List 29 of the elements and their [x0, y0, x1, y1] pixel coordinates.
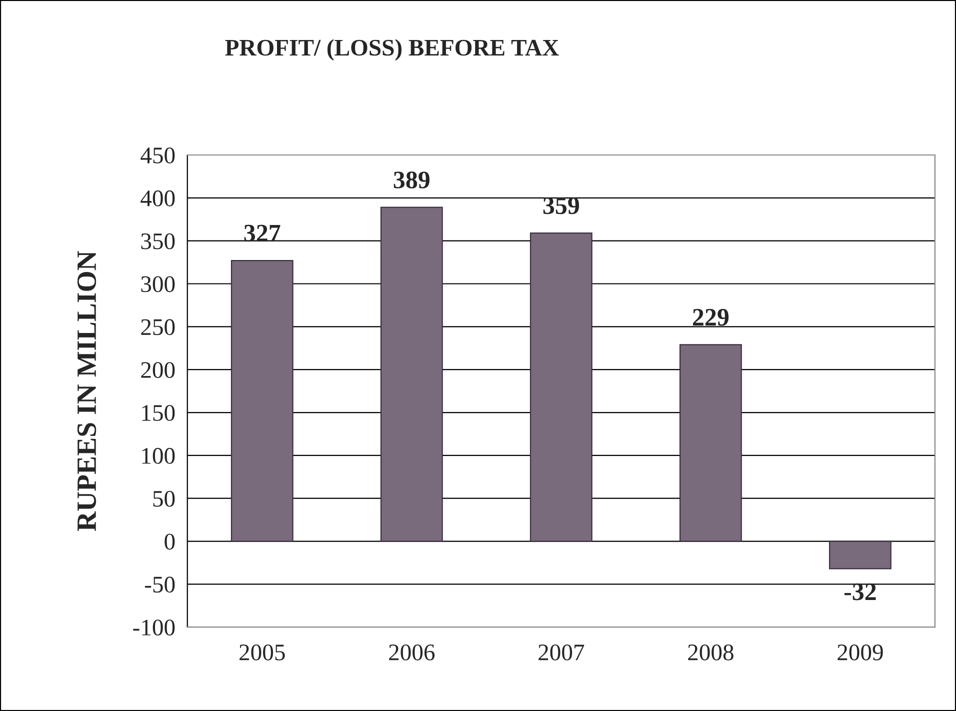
bar	[829, 540, 892, 570]
y-tick-label: -50	[144, 576, 175, 593]
data-label: 229	[692, 308, 729, 326]
bar	[679, 344, 742, 542]
y-tick-label: 350	[141, 233, 175, 250]
x-tick-label: 2009	[838, 644, 883, 660]
bar	[380, 206, 443, 542]
y-tick-label: 50	[153, 490, 175, 507]
y-tick-label: 100	[142, 448, 175, 464]
data-label: 327	[244, 224, 280, 242]
y-tick-label: 0	[164, 534, 175, 550]
bar	[230, 260, 294, 542]
y-axis-title: RUPEES IN MILLION	[77, 250, 96, 532]
y-tick-label: 200	[141, 362, 175, 378]
data-label: 389	[394, 172, 430, 188]
chart-title: PROFIT/ (LOSS) BEFORE TAX	[225, 39, 559, 60]
y-tick-label: 300	[141, 276, 175, 292]
x-tick-label: 2006	[389, 644, 435, 660]
bar	[530, 232, 592, 542]
x-tick-label: 2005	[240, 644, 285, 660]
data-label: -32	[844, 583, 876, 600]
y-tick-label: -100	[133, 620, 175, 636]
y-tick-label: 400	[140, 190, 175, 206]
data-label: 359	[543, 197, 580, 214]
y-tick-label: 150	[142, 405, 175, 421]
x-tick-label: 2008	[688, 644, 734, 660]
x-tick-label: 2007	[538, 644, 584, 660]
y-tick-label: 250	[141, 319, 175, 336]
y-tick-label: 450	[140, 147, 175, 164]
